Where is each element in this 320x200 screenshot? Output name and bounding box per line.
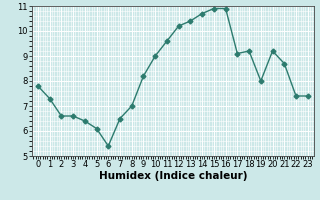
X-axis label: Humidex (Indice chaleur): Humidex (Indice chaleur) [99, 171, 247, 181]
